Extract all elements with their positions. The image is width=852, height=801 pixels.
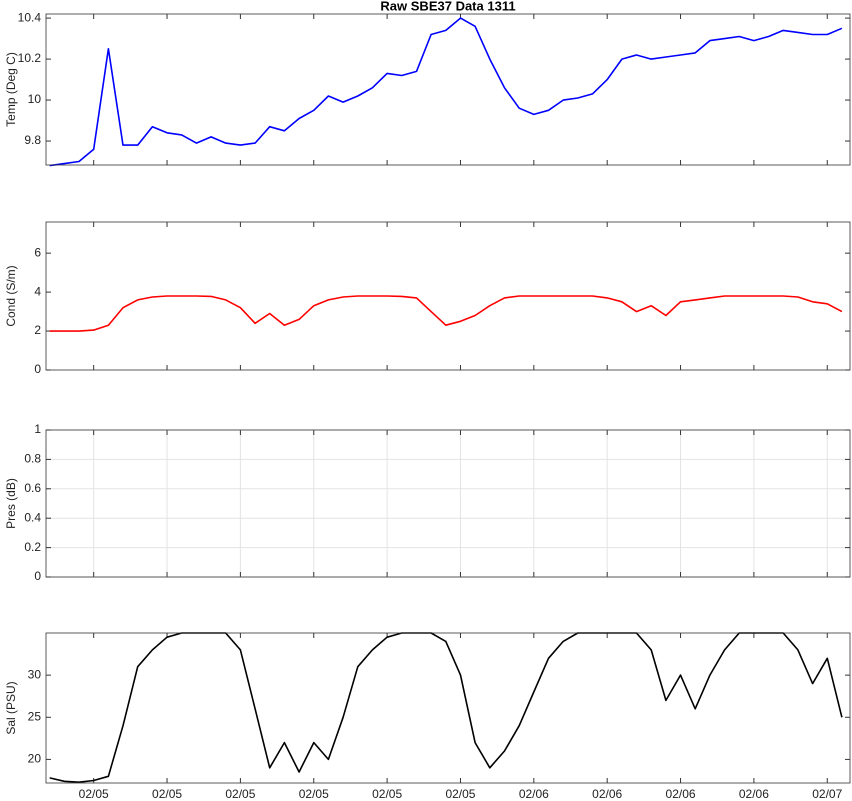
y-axis-label: Pres (dB)	[4, 478, 18, 529]
y-tick-label: 1	[34, 422, 41, 436]
axes-frame	[45, 13, 851, 166]
y-axis-label: Cond (S/m)	[4, 265, 18, 326]
y-tick-label: 10.2	[18, 51, 42, 65]
chart-title: Raw SBE37 Data 1311	[380, 0, 515, 13]
y-axis-label: Sal (PSU)	[4, 681, 18, 734]
y-tick-label: 4	[34, 284, 41, 298]
y-tick-label: 6	[34, 245, 41, 259]
plot-area	[46, 430, 850, 577]
x-tick-label: 02/05	[445, 787, 475, 801]
x-tick-label: 02/06	[666, 787, 696, 801]
axes-frame	[45, 221, 851, 371]
x-tick-label: 02/06	[519, 787, 549, 801]
plot-area	[46, 14, 850, 165]
x-tick-label: 02/05	[225, 787, 255, 801]
x-tick-label: 02/05	[79, 787, 109, 801]
y-tick-label: 0.4	[24, 510, 41, 524]
y-tick-label: 2	[34, 323, 41, 337]
plot-area	[46, 633, 850, 783]
y-tick-label: 20	[28, 752, 42, 766]
x-tick-label: 02/05	[372, 787, 402, 801]
y-tick-label: 9.8	[24, 133, 41, 147]
data-line	[49, 295, 843, 332]
y-tick-label: 10	[28, 92, 42, 106]
y-tick-label: 0	[34, 569, 41, 583]
axes-frame	[45, 632, 851, 784]
axes-frame	[45, 429, 851, 578]
y-tick-label: 10.4	[18, 10, 42, 24]
data-line	[49, 17, 843, 167]
x-tick-label: 02/07	[812, 787, 842, 801]
x-tick-label: 02/05	[299, 787, 329, 801]
y-tick-label: 0.2	[24, 540, 41, 554]
y-axis-label: Temp (Deg C)	[4, 52, 18, 127]
y-tick-label: 0	[34, 362, 41, 376]
y-tick-label: 0.6	[24, 481, 41, 495]
x-tick-label: 02/06	[592, 787, 622, 801]
y-tick-label: 30	[28, 667, 42, 681]
y-tick-label: 0.8	[24, 452, 41, 466]
y-tick-label: 25	[28, 709, 42, 723]
x-tick-label: 02/06	[739, 787, 769, 801]
x-tick-label: 02/05	[152, 787, 182, 801]
